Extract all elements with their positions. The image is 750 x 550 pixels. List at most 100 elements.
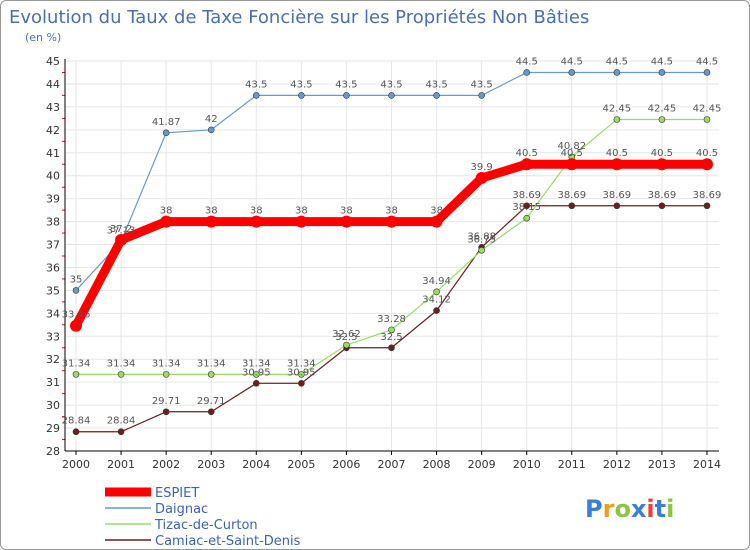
data-label-daignac: 44.5 [516,56,538,67]
data-point-camiac-et-saint-denis [72,428,80,436]
data-label-espiet: 40.5 [516,148,538,159]
data-point-espiet [205,215,218,228]
data-point-espiet [430,215,443,228]
data-point-tizac-de-curton [343,341,350,349]
data-label-tizac-de-curton: 31.34 [197,358,226,369]
data-label-tizac-de-curton: 40.82 [557,141,586,152]
data-point-camiac-et-saint-denis [703,202,711,210]
data-point-tizac-de-curton [162,371,170,378]
data-label-daignac: 41.87 [152,117,181,128]
data-point-daignac [703,69,711,76]
data-label-tizac-de-curton: 38.15 [512,202,541,213]
data-point-espiet [565,158,578,171]
data-point-camiac-et-saint-denis [658,202,666,210]
data-label-camiac-et-saint-denis: 38.69 [603,190,632,201]
x-tick-label: 2011 [558,458,586,471]
proxiti-logo: Proxiti [585,495,674,523]
data-label-tizac-de-curton: 32.62 [332,329,361,340]
data-label-camiac-et-saint-denis: 32.5 [335,332,357,343]
data-label-tizac-de-curton: 34.94 [422,276,451,287]
data-point-espiet [295,215,308,228]
data-point-daignac [478,92,485,99]
chart-title: Evolution du Taux de Taxe Foncière sur l… [9,7,589,28]
data-point-daignac [343,92,350,99]
data-point-tizac-de-curton [523,214,531,222]
data-label-daignac: 43.5 [335,79,357,90]
y-tick-label: 43 [46,101,60,114]
logo-letter: i [666,495,674,523]
legend-label-camiac-et-saint-denis: Camiac-et-Saint-Denis [155,534,301,549]
x-tick-label: 2002 [152,458,180,471]
data-point-espiet [340,215,353,228]
data-point-camiac-et-saint-denis [252,380,260,387]
data-label-tizac-de-curton: 31.34 [107,358,136,369]
data-label-tizac-de-curton: 31.34 [287,358,316,369]
logo-letter: t [655,495,666,523]
data-point-daignac [523,69,531,76]
x-tick-label: 2004 [242,458,270,471]
y-tick-label: 41 [46,147,60,160]
data-label-daignac: 43.5 [471,79,493,90]
data-label-camiac-et-saint-denis: 30.95 [242,367,271,378]
data-point-tizac-de-curton [388,326,395,334]
data-point-espiet [655,158,668,171]
data-point-camiac-et-saint-denis [568,202,576,210]
data-point-camiac-et-saint-denis [613,202,621,210]
y-tick-label: 30 [46,399,60,412]
data-labels: 28.84 28.84 29.71 29.71 30.95 30.95 32.5 32.5 34… [62,56,722,426]
y-tick-label: 32 [46,353,60,366]
data-point-tizac-de-curton [117,371,125,378]
data-label-espiet: 40.5 [651,148,673,159]
data-label-espiet: 38 [295,206,308,217]
legend-label-daignac: Daignac [155,502,208,517]
data-label-camiac-et-saint-denis: 38.69 [693,190,722,201]
data-label-camiac-et-saint-denis: 32.5 [380,332,402,343]
data-label-camiac-et-saint-denis: 38.69 [512,190,541,201]
series-group [70,69,713,436]
x-tick-label: 2009 [468,458,496,471]
y-tick-label: 34 [46,307,60,320]
data-point-espiet [520,158,533,171]
data-label-camiac-et-saint-denis: 28.84 [107,416,136,427]
data-point-daignac [433,92,440,99]
y-tick-label: 40 [46,170,60,183]
data-point-tizac-de-curton [252,371,260,378]
data-point-tizac-de-curton [433,288,440,296]
logo-letter: x [631,495,647,523]
data-point-daignac [207,126,215,134]
data-point-tizac-de-curton [207,371,215,378]
data-point-espiet [160,215,173,228]
y-tick-label: 35 [46,284,60,297]
data-label-daignac: 44.5 [651,56,673,67]
y-tick-label: 45 [46,55,60,68]
data-label-camiac-et-saint-denis: 38.69 [557,190,586,201]
data-label-daignac: 44.5 [696,56,718,67]
logo-letter: r [603,495,615,523]
data-point-camiac-et-saint-denis [162,408,170,416]
legend-label-tizac-de-curton: Tizac-de-Curton [154,518,258,533]
data-point-camiac-et-saint-denis [433,307,440,314]
data-point-daignac [72,287,80,294]
data-point-daignac [162,129,170,137]
data-point-espiet [701,158,713,171]
data-label-daignac: 43.5 [290,79,312,90]
y-tick-label: 29 [46,422,60,435]
x-tick-label: 2013 [648,458,676,471]
y-tick-label: 42 [46,124,60,137]
data-point-camiac-et-saint-denis [523,202,531,210]
data-label-camiac-et-saint-denis: 28.84 [62,416,91,427]
y-tick-label: 36 [46,261,60,274]
data-label-tizac-de-curton: 42.45 [648,104,677,115]
chart-subtitle: (en %) [25,31,61,44]
data-label-tizac-de-curton: 42.45 [603,104,632,115]
data-label-tizac-de-curton: 33.28 [377,314,406,325]
data-label-camiac-et-saint-denis: 36.88 [467,231,496,242]
data-label-daignac: 43.5 [245,79,267,90]
y-tick-label: 31 [46,376,60,389]
data-label-camiac-et-saint-denis: 29.71 [197,396,226,407]
logo-letter: o [614,495,631,523]
y-tick-label: 28 [46,445,60,458]
data-label-espiet: 38 [430,206,443,217]
data-label-espiet: 40.5 [606,148,628,159]
